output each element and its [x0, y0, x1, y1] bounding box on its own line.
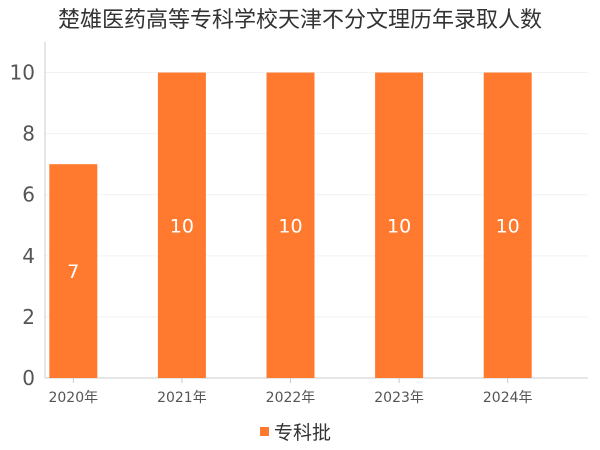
x-tick-label: 2021年	[157, 390, 207, 406]
bar	[157, 72, 206, 378]
bar-data-label: 10	[387, 215, 411, 237]
legend-label: 专科批	[274, 422, 331, 444]
bar-data-label: 7	[67, 261, 79, 283]
x-tick-label: 2023年	[374, 390, 424, 406]
x-tick-label: 2020年	[48, 390, 98, 406]
y-tick-label: 4	[22, 244, 35, 268]
bar-data-label: 10	[278, 215, 302, 237]
bar	[375, 72, 424, 378]
x-axis: 2020年 2021年 2022年 2023年 2024年	[48, 378, 533, 406]
bar	[266, 72, 315, 378]
y-tick-label: 0	[22, 366, 35, 390]
y-axis: 0 2 4 6 8 10	[10, 61, 35, 390]
y-tick-label: 2	[22, 305, 35, 329]
y-tick-label: 6	[22, 183, 35, 207]
chart-title: 楚雄医药高等专科学校天津不分文理历年录取人数	[58, 8, 542, 33]
bar	[483, 72, 532, 378]
y-tick-label: 10	[10, 61, 35, 85]
data-label-layer: 7 10 10 10 10	[67, 215, 520, 283]
bar-data-label: 10	[496, 215, 520, 237]
x-tick-label: 2024年	[483, 390, 533, 406]
x-tick-label: 2022年	[266, 390, 316, 406]
bar	[49, 164, 98, 378]
y-tick-label: 8	[22, 122, 35, 146]
legend[interactable]: 专科批	[260, 422, 331, 444]
bar-layer	[49, 72, 532, 378]
legend-swatch	[260, 427, 269, 436]
bar-data-label: 10	[170, 215, 194, 237]
